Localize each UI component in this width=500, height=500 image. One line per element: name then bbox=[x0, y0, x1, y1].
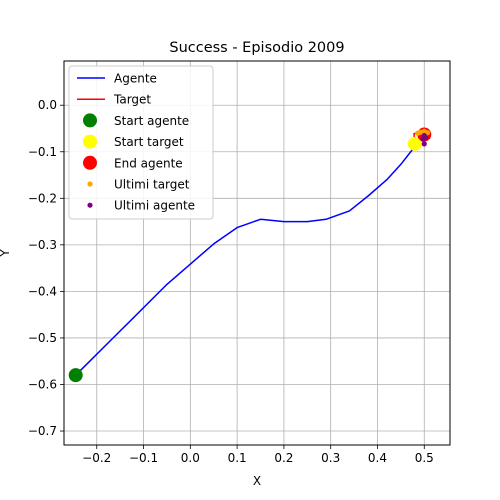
x-axis-label: X bbox=[253, 474, 261, 488]
legend-label-target: Target bbox=[113, 93, 151, 107]
start-target-point bbox=[407, 136, 422, 151]
x-tick-label: 0.5 bbox=[415, 451, 434, 465]
x-tick-label: −0.1 bbox=[129, 451, 158, 465]
y-tick-label: −0.7 bbox=[28, 424, 57, 438]
legend-label-start-target: Start target bbox=[114, 135, 184, 149]
y-tick-label: −0.2 bbox=[28, 191, 57, 205]
legend-swatch-end-agente bbox=[83, 155, 97, 170]
y-tick-label: −0.5 bbox=[28, 331, 57, 345]
axes-frame bbox=[63, 60, 451, 446]
legend: Agente Target Start agente Start target End … bbox=[68, 65, 214, 220]
legend-swatch-ultimi-agente bbox=[87, 202, 93, 208]
x-tick-label: 0.3 bbox=[321, 451, 340, 465]
y-tick-label: −0.3 bbox=[28, 238, 57, 252]
start-agente-point bbox=[68, 368, 83, 383]
chart-title: Success - Episodio 2009 bbox=[169, 40, 344, 56]
legend-label-ultimi-target: Ultimi target bbox=[114, 178, 190, 192]
legend-swatch-start-agente bbox=[83, 113, 97, 128]
legend-label-start-agente: Start agente bbox=[114, 114, 189, 128]
x-tick-label: 0.1 bbox=[228, 451, 247, 465]
y-tick-label: 0.0 bbox=[38, 98, 57, 112]
legend-label-end-agente: End agente bbox=[114, 156, 183, 170]
legend-swatch-ultimi-target bbox=[87, 181, 93, 187]
ticks: −0.2 −0.1 0.0 0.1 0.2 0.3 0.4 0.5 0.0 −0.1 −0.2 −0.… bbox=[28, 98, 434, 465]
legend-swatch-start-target bbox=[83, 134, 97, 149]
y-tick-label: −0.6 bbox=[28, 377, 57, 391]
x-tick-label: 0.2 bbox=[274, 451, 293, 465]
legend-label-agente: Agente bbox=[114, 72, 157, 86]
x-tick-label: 0.0 bbox=[181, 451, 200, 465]
x-tick-label: −0.2 bbox=[82, 451, 111, 465]
y-axis-label: Y bbox=[0, 249, 12, 258]
plot-area bbox=[68, 127, 432, 383]
x-tick-label: 0.4 bbox=[368, 451, 387, 465]
legend-box bbox=[68, 65, 214, 220]
y-tick-label: −0.1 bbox=[28, 145, 57, 159]
legend-label-ultimi-agente: Ultimi agente bbox=[114, 199, 195, 213]
ultimi-agente-point bbox=[421, 132, 427, 139]
ultimi-agente-point bbox=[421, 141, 427, 147]
y-tick-label: −0.4 bbox=[28, 284, 57, 298]
